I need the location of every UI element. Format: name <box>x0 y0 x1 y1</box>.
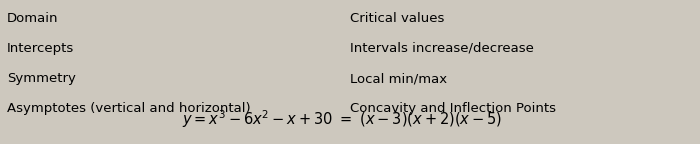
Text: $y = x^3 - 6x^2 - x + 30 \ = \ (x-3)(x+2)(x-5)$: $y = x^3 - 6x^2 - x + 30 \ = \ (x-3)(x+2… <box>182 108 502 130</box>
Text: Intercepts: Intercepts <box>7 42 74 55</box>
Text: Domain: Domain <box>7 12 59 24</box>
Text: Intervals increase/decrease: Intervals increase/decrease <box>350 42 534 55</box>
Text: Asymptotes (vertical and horizontal): Asymptotes (vertical and horizontal) <box>7 102 251 115</box>
Text: Critical values: Critical values <box>350 12 444 24</box>
Text: Local min/max: Local min/max <box>350 72 447 85</box>
Text: Symmetry: Symmetry <box>7 72 76 85</box>
Text: Concavity and Inflection Points: Concavity and Inflection Points <box>350 102 556 115</box>
